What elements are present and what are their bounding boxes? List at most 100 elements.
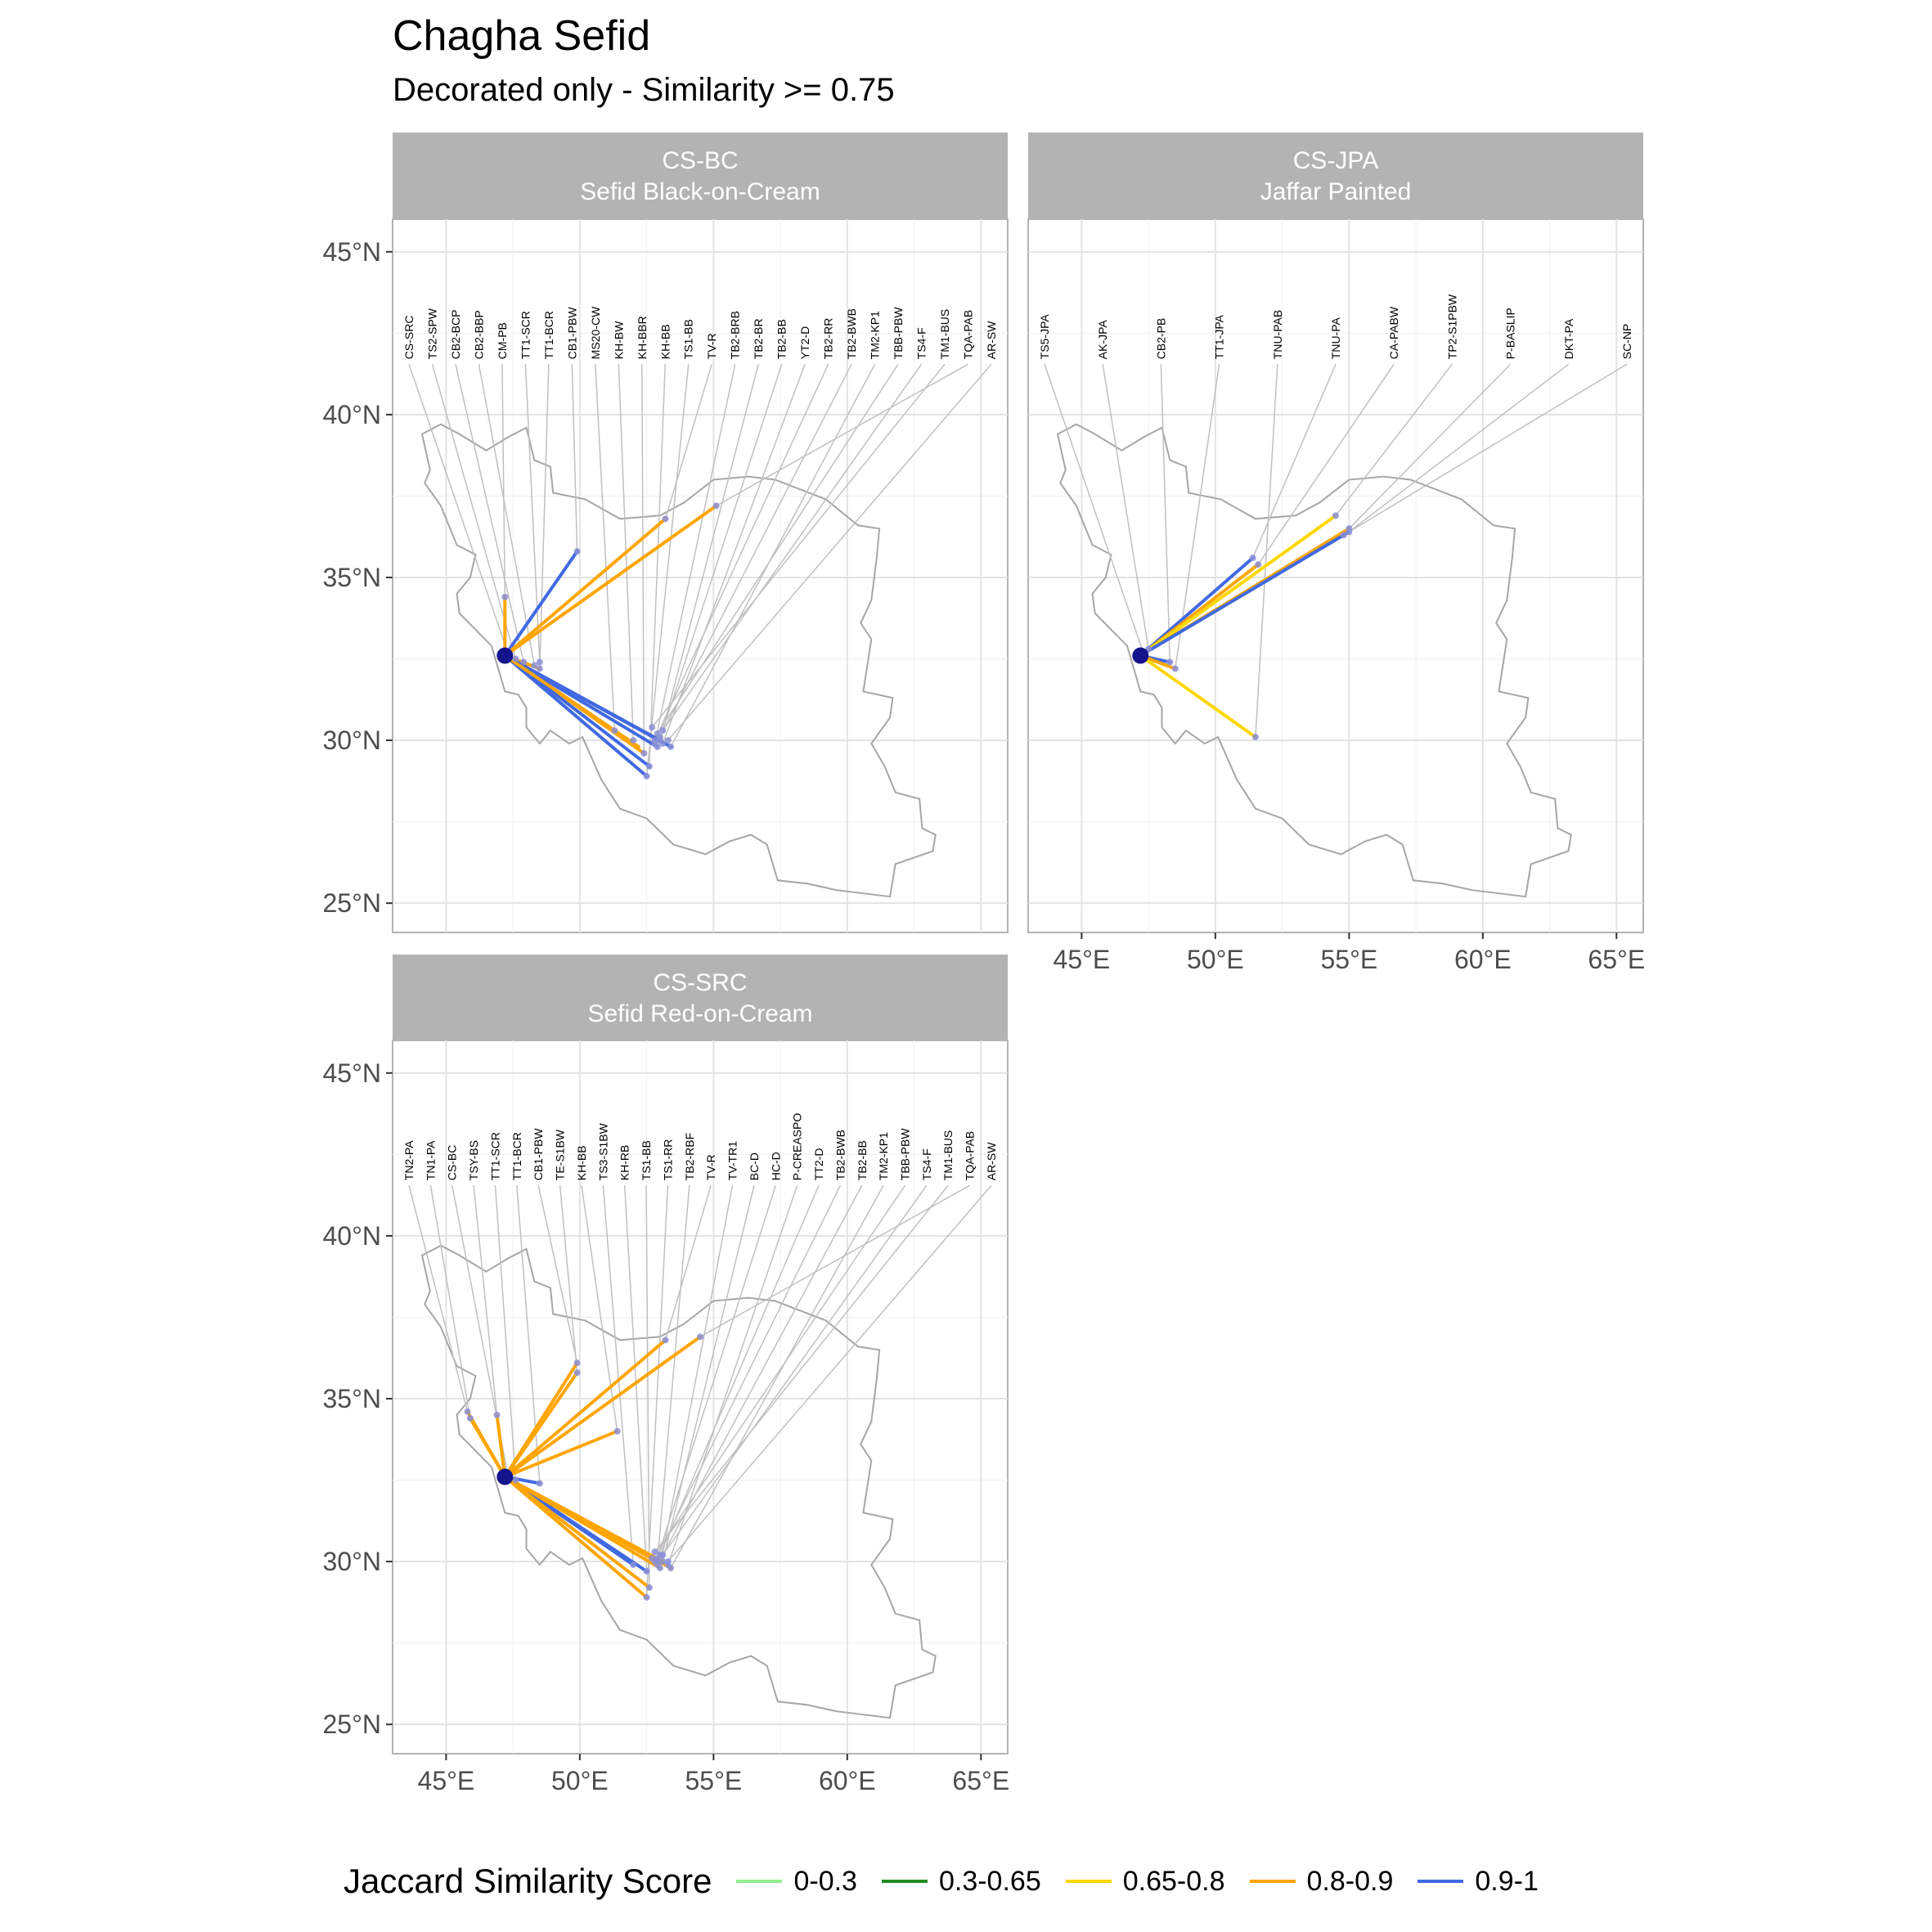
leader-line <box>651 1184 906 1559</box>
site-point <box>536 1480 543 1487</box>
leader-line <box>1102 364 1149 649</box>
site-label: SC-NP <box>1620 324 1633 360</box>
site-label: TNU-PAB <box>1271 310 1284 359</box>
site-label: TB2-BR <box>752 318 765 359</box>
x-tick-label: 45°E <box>1054 945 1111 974</box>
legend-label: 0.65-0.8 <box>1122 1865 1225 1897</box>
site-label: KH-BBR <box>636 316 649 359</box>
site-label: TT2-D <box>812 1148 825 1181</box>
site-label: HC-D <box>769 1152 782 1180</box>
site-label: TM2-KP1 <box>869 311 882 359</box>
site-label: TT1-JPA <box>1213 314 1226 359</box>
origin-point <box>496 647 514 664</box>
x-tick-label: 65°E <box>1588 945 1645 974</box>
site-label: CS-SRC <box>402 316 416 360</box>
site-point <box>659 727 667 735</box>
legend-item-3: 0.8-0.9 <box>1249 1865 1394 1898</box>
similarity-link <box>503 654 673 749</box>
facet-strip-name: Sefid Red-on-Cream <box>587 1000 812 1027</box>
leader-line <box>602 1185 635 1566</box>
origin-point <box>496 1468 514 1485</box>
y-tick-label: 40°N <box>323 400 382 429</box>
site-label: TB2-BWB <box>833 1130 847 1180</box>
similarity-link <box>1139 530 1351 658</box>
site-label: YT2-D <box>798 326 811 359</box>
leader-line <box>494 1185 517 1480</box>
similarity-link <box>503 550 579 658</box>
leader-line <box>595 364 616 731</box>
legend-label: 0.3-0.65 <box>938 1865 1041 1897</box>
site-label: CB2-BCP <box>449 310 462 360</box>
site-label: CB1-PBW <box>532 1128 545 1181</box>
facet-strip-code: CS-BC <box>662 147 738 174</box>
facet-panels: CS-BC Sefid Black-on-Cream 45°N 40°N 35°N 30°… <box>323 133 1645 1795</box>
site-point <box>712 502 720 510</box>
leader-line <box>659 1184 820 1556</box>
leader-line <box>645 1185 650 1588</box>
site-label: TS1-RR <box>661 1139 674 1181</box>
leader-line <box>654 364 736 744</box>
site-point <box>664 1558 672 1566</box>
site-label: TB2-BWB <box>845 308 858 359</box>
site-point <box>662 1337 669 1344</box>
site-label: TT1-BCR <box>510 1132 523 1180</box>
facet-panel-1: CS-JPA Jaffar Painted 45°E 50°E 55°E 60°E 65°E… <box>1027 133 1645 974</box>
x-tick-label: 50°E <box>551 1766 609 1795</box>
facet-strip-name: Sefid Black-on-Cream <box>580 178 820 205</box>
site-label: P-CREASPO <box>791 1113 804 1181</box>
site-label: TN1-PA <box>424 1140 437 1180</box>
leader-line <box>1255 364 1278 738</box>
leader-line <box>662 363 806 744</box>
site-label: KH-BW <box>612 321 625 359</box>
leader-line <box>408 363 509 653</box>
x-tick-label: 55°E <box>1320 945 1377 974</box>
site-point <box>613 1427 621 1435</box>
site-label: CB2-PB <box>1154 318 1167 360</box>
site-point <box>1255 561 1262 568</box>
leader-line <box>659 363 852 738</box>
legend-label: 0.8-0.9 <box>1306 1865 1394 1897</box>
leader-line <box>1257 363 1395 565</box>
similarity-link <box>503 517 667 658</box>
similarity-link <box>503 1371 579 1479</box>
site-label: P-BASLIP <box>1504 308 1517 359</box>
leader-line <box>539 364 550 669</box>
site-label: TS1-BB <box>682 319 695 359</box>
origin-point <box>1132 647 1149 664</box>
leader-line <box>699 1184 970 1337</box>
chart-title: Chagha Sefid <box>393 12 651 60</box>
site-point <box>651 737 658 744</box>
site-label: CB2-BBP <box>472 310 485 359</box>
leader-line <box>559 1185 578 1373</box>
legend-label: 0-0.3 <box>793 1865 857 1897</box>
site-point <box>501 593 509 600</box>
leader-line <box>645 364 690 776</box>
legend-label: 0.9-1 <box>1475 1865 1539 1897</box>
similarity-link <box>495 1413 507 1479</box>
y-tick-label: 45°N <box>323 237 382 267</box>
leader-line <box>716 363 968 507</box>
panel-border <box>392 1040 1009 1755</box>
leader-line <box>524 364 541 663</box>
site-point <box>1249 555 1256 562</box>
x-tick-label: 55°E <box>685 1766 742 1795</box>
facet-strip <box>1028 133 1643 219</box>
panel-border <box>1027 218 1644 933</box>
legend-swatch-icon <box>1418 1880 1464 1883</box>
leader-line <box>667 1184 798 1566</box>
site-point <box>536 665 543 672</box>
legend-swatch-icon <box>1065 1880 1112 1883</box>
leader-line <box>657 1184 863 1566</box>
site-label: CA-PABW <box>1387 306 1400 359</box>
site-label: TT1-SCR <box>519 311 532 359</box>
site-point <box>640 750 648 757</box>
site-label: TB2-RR <box>822 318 835 360</box>
leader-line <box>649 364 667 766</box>
legend-swatch-icon <box>881 1880 928 1883</box>
similarity-link <box>1139 514 1337 658</box>
y-tick-label: 45°N <box>323 1058 382 1088</box>
similarity-link <box>503 1475 649 1599</box>
site-label: TQA-PAB <box>962 310 975 359</box>
site-label: TNU-PA <box>1329 317 1342 359</box>
